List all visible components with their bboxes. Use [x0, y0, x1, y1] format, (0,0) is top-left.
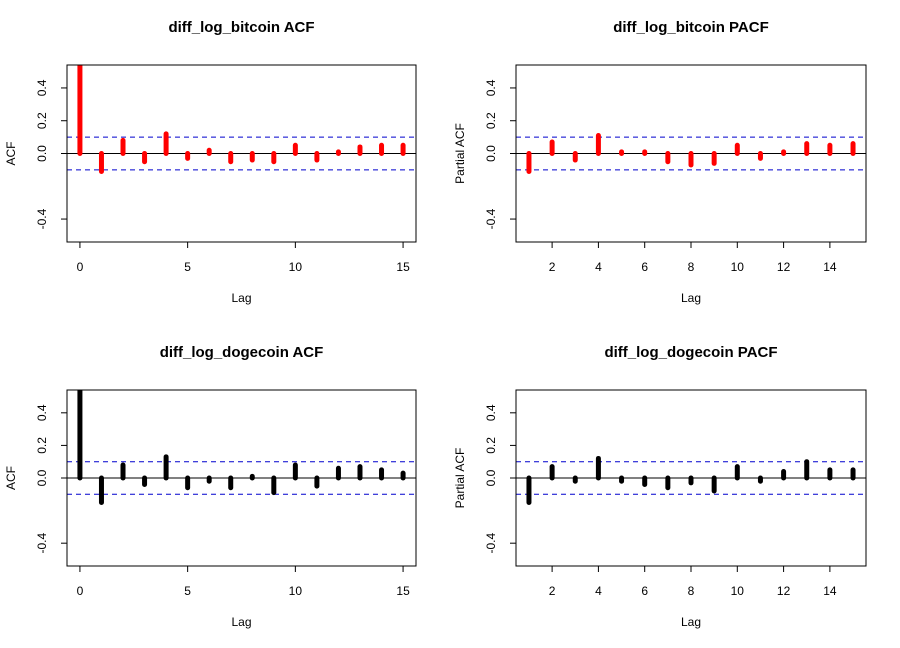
plot-area — [67, 65, 416, 175]
panel-title: diff_log_dogecoin ACF — [160, 344, 324, 361]
plot-area — [516, 455, 866, 505]
y-tick-label: 0.0 — [484, 469, 498, 486]
y-tick-label: -0.4 — [484, 208, 498, 229]
x-tick-label: 14 — [823, 584, 837, 598]
x-tick-label: 2 — [549, 584, 556, 598]
y-tick-label: 0.2 — [35, 437, 49, 454]
y-axis-label: ACF — [4, 466, 18, 490]
x-tick-label: 8 — [688, 260, 695, 274]
x-tick-label: 14 — [823, 260, 837, 274]
y-tick-label: 0.4 — [484, 404, 498, 421]
x-tick-label: 4 — [595, 584, 602, 598]
panel: diff_log_dogecoin ACF Lag ACF 0 5 10 15 -0.4 0.0… — [4, 344, 417, 629]
x-tick-label: 10 — [731, 260, 745, 274]
x-tick-label: 6 — [641, 584, 648, 598]
y-tick-label: 0.0 — [35, 145, 49, 162]
x-tick-label: 10 — [731, 584, 745, 598]
panel: diff_log_dogecoin PACF Lag Partial ACF 2 4 6 8… — [453, 344, 867, 629]
x-tick-label: 15 — [396, 260, 410, 274]
y-tick-label: -0.4 — [35, 533, 49, 554]
y-tick-label: 0.2 — [35, 112, 49, 129]
x-tick-label: 2 — [549, 260, 556, 274]
panel: diff_log_bitcoin ACF Lag ACF 0 5 10 15 -0.4 0.0 0… — [4, 19, 417, 305]
y-tick-label: 0.0 — [484, 145, 498, 162]
y-tick-label: 0.2 — [484, 112, 498, 129]
y-tick-label: -0.4 — [35, 208, 49, 229]
plot-area — [67, 390, 416, 505]
x-tick-label: 5 — [184, 260, 191, 274]
x-axis-label: Lag — [231, 615, 251, 629]
y-tick-label: -0.4 — [484, 533, 498, 554]
y-axis-label: Partial ACF — [453, 123, 467, 184]
x-tick-label: 12 — [777, 260, 791, 274]
y-tick-label: 0.2 — [484, 437, 498, 454]
plot-area — [516, 132, 866, 175]
y-tick-label: 0.4 — [35, 404, 49, 421]
x-tick-label: 15 — [396, 584, 410, 598]
x-tick-label: 0 — [77, 584, 84, 598]
x-axis-label: Lag — [681, 291, 701, 305]
y-tick-label: 0.4 — [35, 79, 49, 96]
y-tick-label: 0.0 — [35, 469, 49, 486]
panel-title: diff_log_bitcoin PACF — [613, 19, 769, 36]
x-tick-label: 6 — [641, 260, 648, 274]
x-tick-label: 5 — [184, 584, 191, 598]
y-tick-label: 0.4 — [484, 79, 498, 96]
y-axis-label: Partial ACF — [453, 448, 467, 509]
panel-title: diff_log_dogecoin PACF — [604, 344, 777, 361]
y-axis-label: ACF — [4, 142, 18, 166]
x-axis-label: Lag — [231, 291, 251, 305]
x-tick-label: 10 — [289, 584, 303, 598]
x-tick-label: 12 — [777, 584, 791, 598]
x-tick-label: 0 — [77, 260, 84, 274]
x-tick-label: 8 — [688, 584, 695, 598]
x-axis-label: Lag — [681, 615, 701, 629]
panel-title: diff_log_bitcoin ACF — [168, 19, 314, 36]
x-tick-label: 10 — [289, 260, 303, 274]
panel: diff_log_bitcoin PACF Lag Partial ACF 2 4 6 8 1… — [453, 19, 867, 305]
x-tick-label: 4 — [595, 260, 602, 274]
